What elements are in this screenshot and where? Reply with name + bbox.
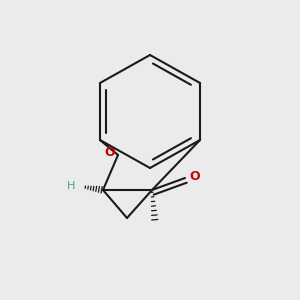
Text: O: O bbox=[190, 169, 200, 182]
Text: O: O bbox=[105, 146, 115, 160]
Text: H: H bbox=[67, 181, 75, 191]
